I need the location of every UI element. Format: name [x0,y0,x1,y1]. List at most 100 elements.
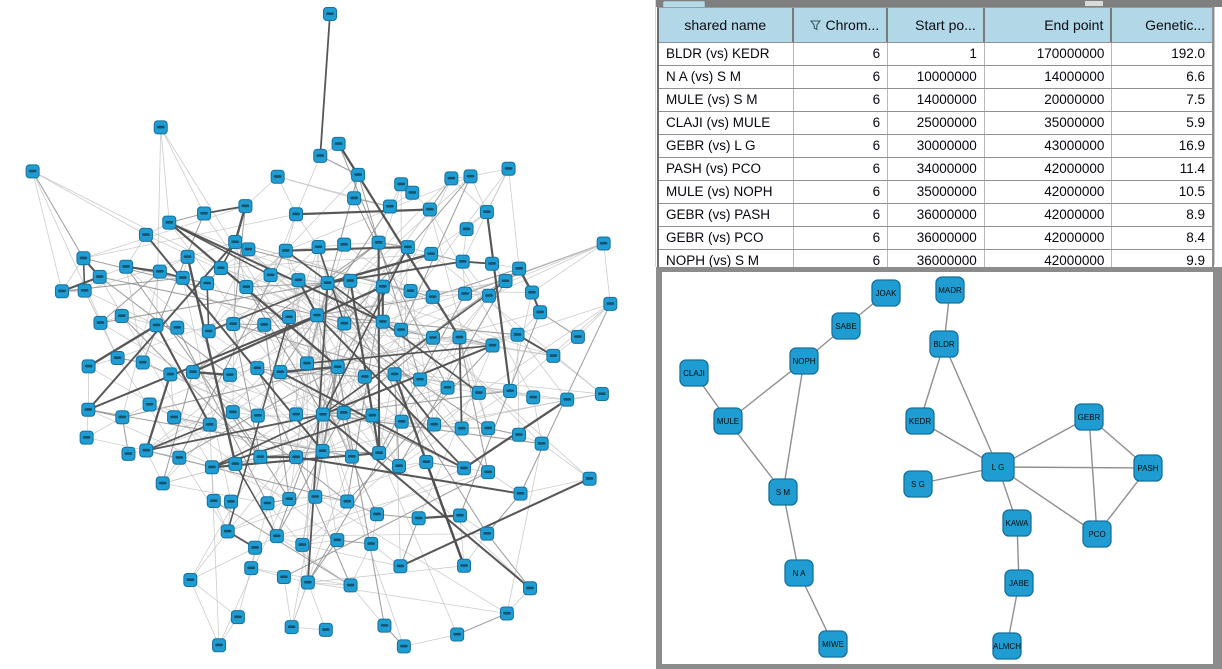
network-node[interactable] [310,308,325,323]
network-node-bldr[interactable]: BLDR [929,330,959,358]
network-node[interactable] [457,558,472,573]
network-node[interactable] [394,322,409,337]
network-node[interactable] [315,407,330,422]
table-row[interactable]: NOPH (vs) S M 6 36000000 42000000 9.9 [659,249,1212,272]
network-node[interactable] [226,317,241,332]
network-node[interactable] [394,414,409,429]
network-node[interactable] [480,526,495,541]
main-network-canvas[interactable] [0,0,655,669]
network-node-noph[interactable]: NOPH [789,347,819,375]
network-node[interactable] [263,268,278,283]
network-node[interactable] [570,329,585,344]
network-node[interactable] [225,405,240,420]
network-node[interactable] [337,237,352,252]
network-node[interactable] [336,405,351,420]
network-node[interactable] [115,410,130,425]
network-node[interactable] [289,450,304,465]
network-node[interactable] [278,243,293,258]
column-header-shared-name[interactable]: shared name [659,8,794,42]
network-node[interactable] [452,330,467,345]
column-header-start-po[interactable]: Start po... [888,8,985,42]
table-row[interactable]: PASH (vs) PCO 6 34000000 42000000 11.4 [659,157,1212,180]
network-node[interactable] [603,296,618,311]
network-node[interactable] [375,279,390,294]
network-node[interactable] [344,449,359,464]
table-row[interactable]: GEBR (vs) PASH 6 36000000 42000000 8.9 [659,203,1212,226]
network-node[interactable] [167,410,182,425]
network-node[interactable] [320,275,335,290]
column-header-chrom[interactable]: Chrom... [794,8,889,42]
network-node-s-m[interactable]: S M [768,478,798,506]
network-node[interactable] [244,561,259,576]
network-node[interactable] [422,202,437,217]
network-node[interactable] [424,246,439,261]
network-node[interactable] [201,324,216,339]
network-node[interactable] [152,264,167,279]
network-node[interactable] [485,256,500,271]
network-node-miwe[interactable]: MIWE [818,630,848,658]
network-node[interactable] [202,417,217,432]
network-node[interactable] [337,316,352,331]
network-node[interactable] [260,496,275,511]
network-node[interactable] [273,365,288,380]
network-node[interactable] [513,486,528,501]
network-node-jabe[interactable]: JABE [1004,569,1034,597]
column-header-genetic[interactable]: Genetic... [1112,8,1212,42]
network-node[interactable] [594,386,609,401]
network-node[interactable] [250,408,265,423]
network-node[interactable] [81,359,96,374]
network-node[interactable] [413,372,428,387]
scrollbar-notch[interactable] [1085,1,1103,6]
network-node-l-g[interactable]: L G [981,452,1015,482]
network-node[interactable] [596,236,611,251]
network-node[interactable] [222,367,237,382]
network-node[interactable] [54,284,69,299]
network-node[interactable] [364,536,379,551]
network-node[interactable] [149,318,164,333]
network-node[interactable] [481,421,496,436]
network-node[interactable] [284,620,299,635]
network-node[interactable] [479,204,494,219]
network-node[interactable] [400,240,415,255]
network-node[interactable] [425,289,440,304]
network-node[interactable] [142,397,157,412]
network-node[interactable] [526,390,541,405]
network-node[interactable] [440,380,455,395]
network-node[interactable] [458,286,473,301]
network-node[interactable] [250,361,265,376]
network-node[interactable] [200,276,215,291]
network-node[interactable] [471,385,486,400]
network-node[interactable] [330,533,345,548]
network-node[interactable] [331,136,346,151]
network-node[interactable] [212,638,227,653]
network-node[interactable] [503,383,518,398]
table-scrollbar-track[interactable] [1214,7,1222,265]
network-node[interactable] [257,317,272,332]
network-node[interactable] [239,280,254,295]
network-node[interactable] [524,285,539,300]
table-row[interactable]: GEBR (vs) PCO 6 36000000 42000000 8.4 [659,226,1212,249]
network-node[interactable] [463,169,478,184]
network-node[interactable] [138,227,153,242]
network-node[interactable] [162,215,177,230]
network-node[interactable] [300,356,315,371]
network-node[interactable] [351,167,366,182]
network-node[interactable] [499,606,514,621]
network-node[interactable] [343,578,358,593]
network-node[interactable] [170,320,185,335]
network-node[interactable] [560,392,575,407]
network-node[interactable] [481,465,496,480]
network-node-s-g[interactable]: S G [903,470,933,498]
network-node[interactable] [139,443,154,458]
network-node[interactable] [318,622,333,637]
network-node[interactable] [81,402,96,417]
network-node[interactable] [228,235,243,250]
network-node[interactable] [452,508,467,523]
network-node[interactable] [289,207,304,222]
network-node[interactable] [512,261,527,276]
main-network-graph[interactable] [0,0,655,669]
network-node[interactable] [387,367,402,382]
network-node[interactable] [365,408,380,423]
network-node[interactable] [230,610,245,625]
network-node[interactable] [153,120,168,135]
